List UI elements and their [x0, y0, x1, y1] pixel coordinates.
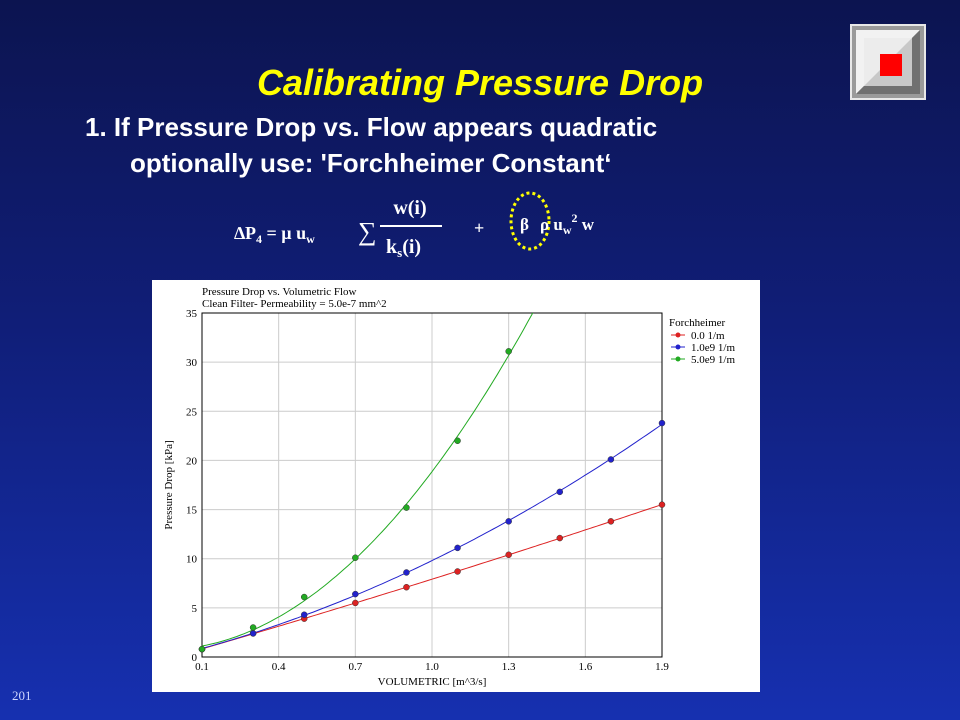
bullet-line-2: optionally use: 'Forchheimer Constant‘ [130, 148, 612, 178]
delta-symbol: ∆ [234, 223, 245, 243]
fraction-den-k: k [386, 236, 398, 258]
beta-symbol: β [520, 215, 529, 234]
series-line [202, 313, 534, 647]
x-tick-label: 1.6 [578, 661, 592, 673]
formula: ∆P4 = µ uw ∑ w(i) ks(i) + β ρ uw2 w [234, 191, 595, 260]
data-point [249, 624, 257, 631]
chart-title: Pressure Drop vs. Volumetric Flow [202, 286, 357, 298]
legend-entry: 5.0e9 1/m [691, 354, 735, 366]
x-tick-label: 1.9 [655, 661, 669, 673]
page-number: 201 [12, 688, 32, 703]
chart-subtitle: Clean Filter- Permeability = 5.0e-7 mm^2 [202, 298, 387, 310]
chart-panel: Pressure Drop vs. Volumetric Flow Clean … [152, 280, 760, 692]
x-tick-label: 0.1 [195, 661, 209, 673]
data-point [505, 348, 512, 355]
fraction-den-end: (i) [402, 236, 421, 258]
data-point [505, 518, 512, 525]
x-axis-label: VOLUMETRIC [m^3/s] [378, 676, 487, 688]
data-point [607, 518, 615, 525]
data-point [198, 645, 206, 653]
highlight-circle [509, 191, 551, 251]
plot-frame [201, 312, 663, 658]
data-point [352, 599, 359, 607]
fraction-numerator: w(i) [393, 197, 426, 219]
data-point [249, 630, 257, 637]
legend: Forchheimer 0.0 1/m1.0e9 1/m5.0e9 1/m [669, 317, 735, 366]
series-line [202, 423, 662, 649]
y-tick-label: 15 [186, 505, 198, 517]
formula-mid-sub: w [306, 232, 315, 246]
term2-main: ρ u [540, 215, 563, 234]
legend-entry: 1.0e9 1/m [691, 342, 735, 354]
data-point [454, 437, 461, 445]
svg-text:ρ uw2 w: ρ uw2 w [540, 211, 595, 237]
data-point [556, 534, 564, 542]
y-tick-label: 0 [192, 652, 198, 664]
y-tick-label: 10 [186, 554, 198, 566]
chart: Pressure Drop vs. Volumetric Flow Clean … [163, 286, 735, 688]
data-point [403, 504, 410, 511]
data-point [556, 488, 564, 496]
fraction-den-sub: s [397, 245, 402, 260]
series-line [202, 504, 662, 650]
y-tick-label: 20 [186, 455, 198, 467]
data-point [300, 611, 308, 618]
data-point [454, 544, 461, 552]
y-tick-label: 25 [186, 406, 198, 418]
svg-text:ks(i): ks(i) [386, 236, 421, 260]
x-tick-label: 1.0 [425, 661, 439, 673]
formula-mid: = µ u [262, 223, 306, 243]
y-tick-label: 30 [186, 357, 198, 369]
sigma-symbol: ∑ [358, 217, 377, 246]
x-tick-label: 0.7 [348, 661, 362, 673]
data-point [300, 593, 308, 601]
svg-text:∆P4 = µ uw: ∆P4 = µ uw [234, 223, 315, 246]
y-tick-label: 35 [186, 308, 198, 320]
term2-sub: w [563, 223, 572, 237]
term2-sup: 2 [571, 211, 577, 225]
data-point [403, 583, 410, 591]
y-tick-label: 5 [192, 603, 198, 615]
logo-square [880, 54, 902, 76]
data-point [607, 456, 615, 463]
legend-title: Forchheimer [669, 317, 726, 329]
svg-text:β: β [520, 215, 529, 234]
formula-lhs-sub: 4 [256, 232, 262, 246]
x-tick-label: 1.3 [502, 661, 516, 673]
data-point [658, 419, 666, 427]
data-point [352, 590, 359, 598]
slide-title: Calibrating Pressure Drop [256, 62, 704, 103]
legend-marker [675, 356, 681, 362]
legend-marker [675, 332, 681, 338]
term2-end: w [577, 215, 594, 234]
bullet-line-1: 1. If Pressure Drop vs. Flow appears qua… [85, 112, 658, 142]
logo-icon [850, 24, 926, 100]
data-point [352, 554, 359, 561]
y-axis-label: Pressure Drop [kPa] [163, 440, 175, 529]
x-tick-label: 0.4 [272, 661, 286, 673]
data-point [505, 551, 512, 559]
legend-marker [675, 344, 681, 350]
data-point [454, 568, 461, 575]
data-point [658, 501, 666, 508]
plus-sign: + [474, 218, 484, 238]
data-point [403, 569, 410, 576]
legend-entry: 0.0 1/m [691, 330, 725, 342]
formula-lhs: P [245, 223, 256, 243]
